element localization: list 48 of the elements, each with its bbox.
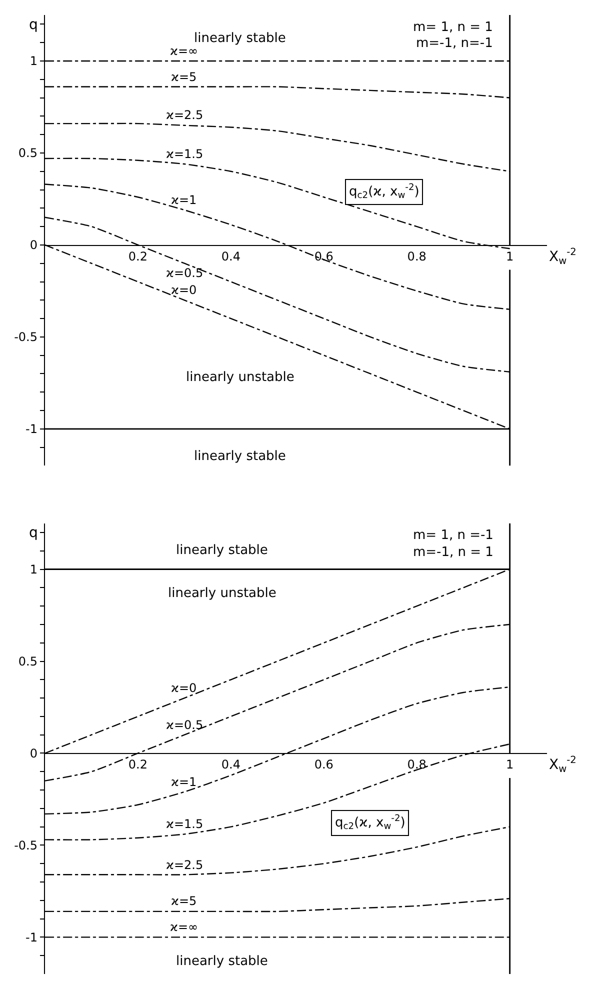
series-label: ϰ=0.5 [166, 718, 204, 732]
annotation: m= 1, n = 1 [413, 20, 493, 35]
x-tick-label: 1 [506, 758, 514, 772]
series-label: ϰ=1.5 [166, 817, 204, 831]
annotation: m=-1, n=-1 [416, 36, 493, 51]
x-tick-label: 0.8 [407, 758, 426, 772]
y-tick-label: -1 [26, 930, 38, 944]
y-axis-title: q [29, 525, 38, 541]
annotation: m= 1, n =-1 [413, 528, 494, 543]
annotation: q$_{c2}$(ϰ, x$_{w}$$^{-2}$) [349, 183, 420, 202]
series-label: ϰ=∞ [170, 44, 198, 58]
series-label: ϰ=0 [171, 283, 197, 297]
annotation: linearly unstable [186, 370, 294, 385]
x-tick-label: 0.2 [128, 758, 148, 772]
y-tick-label: -0.5 [14, 330, 38, 344]
x-tick-label: 0.6 [314, 249, 334, 264]
x-tick-label: 1 [506, 249, 514, 264]
series-label: ϰ=5 [171, 70, 197, 84]
series-label: ϰ=0 [171, 681, 197, 695]
annotation: linearly stable [176, 543, 268, 558]
annotation: m=-1, n = 1 [413, 545, 494, 560]
y-tick-label: -1 [26, 422, 38, 436]
annotation: linearly stable [194, 449, 286, 464]
y-tick-label: 1 [30, 562, 38, 576]
y-tick-label: 0.5 [18, 146, 38, 160]
series-label: ϰ=1 [171, 775, 197, 789]
series-label: ϰ=1.5 [166, 147, 204, 161]
y-tick-label: 0 [30, 746, 38, 760]
x-tick-label: 0.6 [314, 758, 334, 772]
y-tick-label: 0.5 [18, 654, 38, 668]
x-tick-label: 0.8 [407, 249, 426, 264]
x-tick-label: 0.4 [221, 249, 240, 264]
series-label: ϰ=2.5 [166, 858, 204, 872]
series-label: ϰ=2.5 [166, 108, 204, 122]
y-axis-title: q [29, 17, 38, 33]
x-tick-label: 0.2 [128, 249, 148, 264]
y-tick-label: -0.5 [14, 838, 38, 852]
annotation: linearly stable [194, 31, 286, 46]
series-label: ϰ=5 [171, 894, 197, 908]
series-label: ϰ=∞ [170, 920, 198, 934]
x-tick-label: 0.4 [221, 758, 240, 772]
y-tick-label: 0 [30, 238, 38, 252]
series-label: ϰ=0.5 [166, 266, 204, 280]
annotation: linearly unstable [168, 586, 276, 601]
annotation: q$_{c2}$(ϰ, x$_{w}$$^{-2}$) [335, 814, 406, 832]
y-tick-label: 1 [30, 54, 38, 68]
series-label: ϰ=1 [171, 193, 197, 207]
annotation: linearly stable [176, 954, 268, 969]
